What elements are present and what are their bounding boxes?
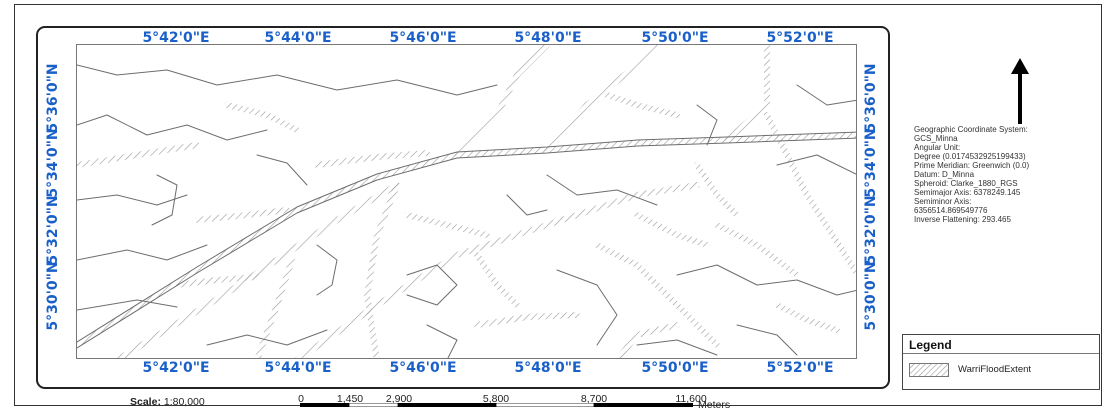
scale-bar [300,403,693,407]
scale-label: Scale: 1:80,000 [130,396,205,408]
scale-tick-2: 2,900 [385,393,413,405]
legend-divider [903,353,1099,354]
lat-label-left-3: 5°32'0"N [45,195,61,265]
lat-label-right-3: 5°32'0"N [863,195,879,265]
info-line: 6356514.869549776 [914,206,988,215]
lon-label-top-6: 5°52'0"E [766,30,834,46]
scale-tick-4: 8,700 [580,393,608,405]
lon-label-bottom-3: 5°46'0"E [389,360,457,376]
info-line: GCS_Minna [914,134,958,143]
info-line: Datum: D_Minna [914,170,975,179]
lon-label-top-5: 5°50'0"E [641,30,709,46]
lon-label-bottom-5: 5°50'0"E [641,360,709,376]
lon-label-top-4: 5°48'0"E [514,30,582,46]
scale-title: Scale: [130,396,161,408]
lon-label-bottom-1: 5°42'0"E [142,360,210,376]
info-line: Prime Meridian: Greenwich (0.0) [914,161,1030,170]
info-line: Inverse Flattening: 293.465 [914,215,1011,224]
lat-label-left-1: 5°36'0"N [45,63,61,133]
map-canvas[interactable] [76,44,857,359]
lat-label-left-2: 5°34'0"N [45,128,61,198]
legend-title: Legend [909,338,952,352]
info-line: Spheroid: Clarke_1880_RGS [914,179,1018,188]
coordinate-system-info: Geographic Coordinate System: GCS_Minna … [914,125,1104,224]
scale-unit: Meters [698,399,731,411]
scale-tick-1: 1,450 [336,393,364,405]
lon-label-bottom-6: 5°52'0"E [766,360,834,376]
scale-ratio: 1:80,000 [163,396,205,408]
flood-extent-layer [77,45,856,358]
lat-label-right-4: 5°30'0"N [863,261,879,331]
scale-tick-3: 5,800 [482,393,510,405]
lat-label-right-2: 5°34'0"N [863,128,879,198]
info-line: Angular Unit: [914,143,961,152]
lon-label-top-1: 5°42'0"E [142,30,210,46]
lat-label-left-4: 5°30'0"N [45,261,61,331]
info-line: Semiminor Axis: [914,197,972,206]
info-line: Semimajor Axis: 6378249.145 [914,188,1021,197]
lat-label-right-1: 5°36'0"N [863,63,879,133]
north-arrow-icon [1011,58,1029,124]
legend-item-label: WarriFloodExtent [958,364,1032,375]
scale-tick-0: 0 [298,393,304,405]
lon-label-top-2: 5°44'0"E [264,30,332,46]
info-line: Degree (0.0174532925199433) [914,152,1026,161]
lon-label-bottom-4: 5°48'0"E [514,360,582,376]
map-frame [36,26,890,389]
info-line: Geographic Coordinate System: [914,125,1028,134]
lon-label-top-3: 5°46'0"E [389,30,457,46]
legend-swatch-hatch [909,363,949,377]
lon-label-bottom-2: 5°44'0"E [264,360,332,376]
scale-tick-5: 11,600 [675,393,707,405]
legend: Legend WarriFloodExtent [902,334,1100,390]
